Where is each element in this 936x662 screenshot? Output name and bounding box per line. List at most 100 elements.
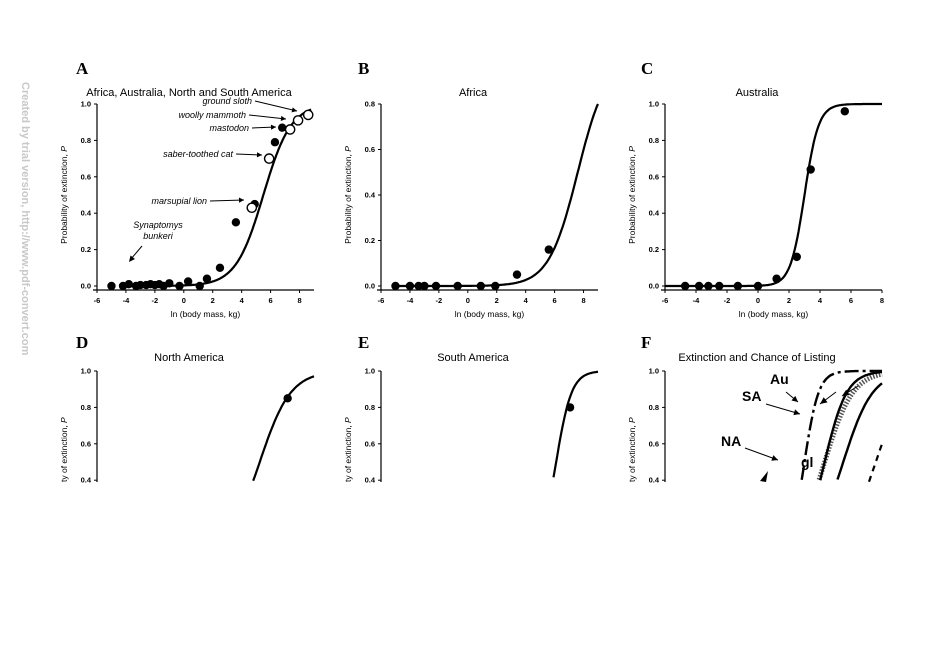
data-point — [715, 281, 724, 291]
y-tick-label: 0.2 — [81, 245, 91, 254]
y-tick-label: 1.0 — [649, 367, 659, 376]
series-label: gl — [801, 454, 813, 470]
panel-title: Africa — [459, 87, 488, 99]
arrow-head — [280, 115, 286, 122]
y-tick-label: 0.8 — [81, 136, 91, 145]
arrow-head — [270, 124, 276, 130]
data-point — [694, 281, 704, 291]
data-point — [512, 270, 522, 279]
annotation-label: woolly mammoth — [178, 110, 246, 120]
x-tick-label: -2 — [436, 296, 443, 305]
panel-label: C — [641, 59, 653, 78]
y-tick-label: 1.0 — [365, 367, 375, 376]
panel-b: B Africa 0.0 0.2 0.4 0.6 0.8 Probability of ext… — [343, 59, 599, 319]
data-point — [414, 281, 423, 291]
data-point — [175, 281, 184, 291]
data-point — [491, 281, 500, 291]
y-tick-label: 0.6 — [365, 145, 375, 154]
x-tick-label: -4 — [407, 296, 414, 305]
open-data-point — [284, 124, 296, 135]
panel-label: F — [641, 333, 651, 352]
y-axis-label: Probability of extinction, P — [627, 146, 637, 244]
x-tick-label: 8 — [297, 296, 301, 305]
annotation-label: mastodon — [209, 123, 249, 133]
data-point — [840, 107, 849, 116]
x-tick-label: 6 — [269, 296, 273, 305]
x-tick-label: 2 — [495, 296, 499, 305]
series-line — [867, 443, 884, 483]
y-tick-label: 0.0 — [81, 282, 91, 291]
fit-curve — [552, 370, 599, 478]
data-point — [165, 279, 174, 288]
x-tick-label: 8 — [880, 296, 884, 305]
annotation-label: Synaptomys — [133, 220, 183, 230]
x-tick-label: 8 — [581, 296, 585, 305]
fit-curve — [252, 375, 315, 482]
x-tick-label: 0 — [466, 296, 470, 305]
panel-label: A — [76, 59, 89, 78]
x-tick-label: -6 — [662, 296, 669, 305]
y-tick-label: 1.0 — [81, 367, 91, 376]
series-line — [836, 382, 883, 480]
data-point — [231, 218, 241, 227]
data-point — [806, 165, 815, 174]
open-data-point — [246, 202, 258, 214]
open-data-point — [292, 115, 304, 126]
data-point — [733, 281, 743, 291]
panel-title: Extinction and Chance of Listing — [678, 352, 835, 364]
data-point — [183, 277, 193, 286]
series-label: Au — [770, 371, 789, 387]
data-point — [431, 281, 441, 291]
annotation-arrow — [209, 199, 245, 202]
data-point — [420, 281, 429, 291]
panel-label: B — [358, 59, 369, 78]
panel-title: Australia — [736, 87, 780, 99]
panel-label: D — [76, 333, 88, 352]
x-tick-label: 6 — [849, 296, 853, 305]
open-data-point — [263, 153, 275, 164]
x-tick-label: 4 — [240, 296, 245, 305]
open-data-point — [302, 109, 314, 121]
data-point — [453, 281, 462, 291]
panels: A Africa, Australia, North and South Amer… — [59, 59, 884, 485]
x-tick-label: -6 — [94, 296, 101, 305]
y-tick-label: 0.4 — [649, 209, 660, 218]
series-line — [819, 370, 883, 481]
y-tick-label: 0.8 — [365, 403, 375, 412]
data-point — [107, 281, 116, 291]
panel-f: F Extinction and Chance of Listing 0.4 0.6 0… — [627, 333, 884, 485]
y-tick-label: 0.4 — [81, 209, 92, 218]
panel-title: North America — [154, 352, 225, 364]
y-axis-label: ty of extinction, P — [343, 417, 353, 482]
annotation-arrow — [254, 100, 298, 112]
arrow-head — [791, 395, 798, 402]
x-tick-label: 2 — [787, 296, 791, 305]
panel-title: Africa, Australia, North and South Ameri… — [86, 87, 292, 99]
x-axis-label: ln (body mass, kg) — [455, 309, 525, 319]
x-tick-label: 0 — [756, 296, 760, 305]
y-tick-label: 0.4 — [81, 476, 92, 485]
y-tick-label: 0.6 — [81, 172, 91, 181]
y-tick-label: 1.0 — [649, 100, 659, 109]
y-tick-label: 0.8 — [365, 100, 375, 109]
arrow-head — [771, 455, 778, 461]
y-axis-label: Probability of extinction, P — [59, 146, 69, 244]
arrow-head — [760, 471, 768, 482]
panel-e: E South America 0.4 0.6 0.8 1.0 ty of extincti… — [343, 333, 599, 485]
y-tick-label: 0.8 — [649, 136, 659, 145]
panel-c: C Australia 0.0 0.2 0.4 0.6 0.8 1.0 Probability … — [627, 59, 884, 319]
x-tick-label: -2 — [152, 296, 159, 305]
annotation-label: marsupial lion — [151, 196, 207, 206]
y-tick-label: 0.0 — [649, 282, 659, 291]
annotation-label: saber-toothed cat — [163, 149, 233, 159]
x-tick-label: 2 — [211, 296, 215, 305]
annotation-arrow — [248, 114, 287, 120]
data-point — [544, 245, 554, 254]
x-tick-label: 0 — [182, 296, 186, 305]
series-label: SA — [742, 388, 761, 404]
panel-label: E — [358, 333, 369, 352]
x-tick-label: -4 — [693, 296, 700, 305]
y-tick-label: 0.8 — [649, 403, 659, 412]
arrow-head — [793, 409, 800, 416]
